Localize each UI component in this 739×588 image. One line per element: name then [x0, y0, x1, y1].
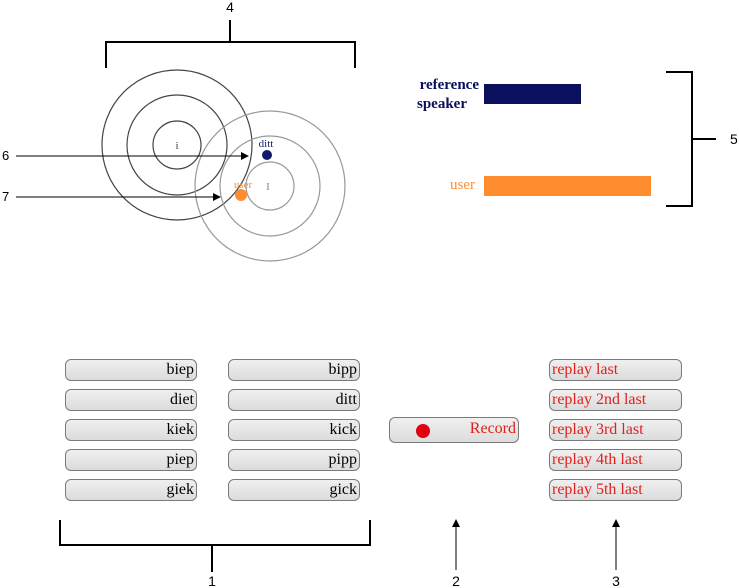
replay-5th-last-button[interactable]: replay 5th last — [549, 479, 682, 501]
target-point-label: ditt — [259, 138, 274, 150]
reference-speaker-bar — [484, 84, 581, 104]
callout-4: 4 — [226, 0, 234, 15]
word-button-bipp[interactable]: bipp — [228, 359, 360, 381]
reference-speaker-label-line1: reference — [420, 77, 480, 93]
record-label: Record — [469, 420, 516, 437]
target-vowel-label: I — [266, 181, 270, 193]
word-button-gick[interactable]: gick — [228, 479, 360, 501]
reference-vowel-circles — [101, 69, 253, 221]
word-button-diet[interactable]: diet — [65, 389, 197, 411]
replay-4th-last-button[interactable]: replay 4th last — [549, 449, 682, 471]
record-button[interactable]: Record — [389, 417, 519, 443]
replay-3rd-last-button[interactable]: replay 3rd last — [549, 419, 682, 441]
bracket-4 — [105, 20, 356, 68]
word-button-ditt[interactable]: ditt — [228, 389, 360, 411]
target-vowel-circles — [194, 110, 346, 262]
record-dot-icon — [416, 424, 430, 438]
callout-6: 6 — [2, 148, 9, 163]
word-button-kick[interactable]: kick — [228, 419, 360, 441]
callout-3: 3 — [612, 573, 620, 588]
word-button-pipp[interactable]: pipp — [228, 449, 360, 471]
user-point — [235, 189, 247, 201]
user-point-label: user — [234, 179, 253, 191]
word-button-biep[interactable]: biep — [65, 359, 197, 381]
word-button-kiek[interactable]: kiek — [65, 419, 197, 441]
target-point — [262, 150, 272, 160]
callout-5: 5 — [730, 131, 738, 147]
callout-1: 1 — [208, 573, 216, 588]
reference-vowel-label: i — [175, 140, 178, 152]
reference-speaker-label-line2: speaker — [417, 96, 467, 112]
callout-2: 2 — [452, 573, 460, 588]
callout-7: 7 — [2, 189, 9, 204]
user-bar — [484, 176, 651, 196]
word-button-piep[interactable]: piep — [65, 449, 197, 471]
replay-2nd-last-button[interactable]: replay 2nd last — [549, 389, 682, 411]
word-button-giek[interactable]: giek — [65, 479, 197, 501]
user-bar-label: user — [450, 177, 475, 193]
bracket-1 — [59, 520, 371, 572]
replay-last-button[interactable]: replay last — [549, 359, 682, 381]
bracket-5 — [666, 71, 716, 207]
